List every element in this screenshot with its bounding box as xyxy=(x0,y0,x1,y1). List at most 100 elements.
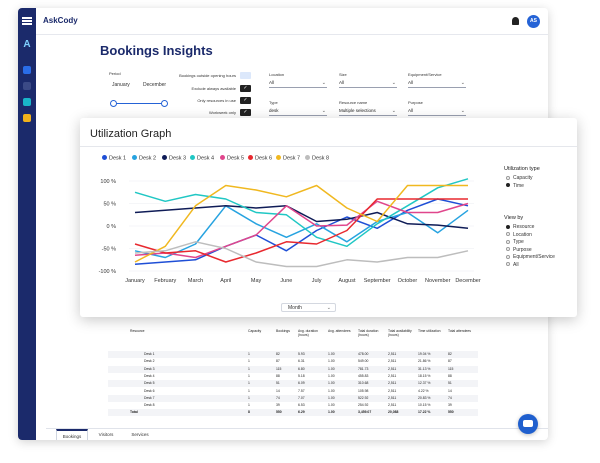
legend-item-3[interactable]: Desk 3 xyxy=(162,155,186,162)
purpose-select[interactable]: All ⌄ xyxy=(408,108,466,116)
view-by-option-equipment-service[interactable]: Equipment/Service xyxy=(506,254,555,260)
toggle-workweek[interactable]: ✓ xyxy=(240,109,251,116)
view-by-option-purpose[interactable]: Purpose xyxy=(506,247,532,253)
utilization-line-chart: 100 % 50 % 0 % -50 % -100 % January February Ma… xyxy=(99,178,481,284)
sidebar-item-calendar[interactable] xyxy=(23,82,31,90)
table-row[interactable]: Desk 2 1 87 6.31 1.00 549.00 2,511 21.86 % 87 xyxy=(108,358,478,366)
series-line-8[interactable] xyxy=(134,241,469,268)
avatar[interactable]: AS xyxy=(527,15,540,28)
table-header-cell[interactable]: Time utilization xyxy=(418,329,441,333)
sidebar-item-insights[interactable] xyxy=(23,98,31,106)
legend-item-1[interactable]: Desk 1 xyxy=(102,155,126,162)
chat-icon xyxy=(523,420,533,427)
location-value: All xyxy=(269,80,275,85)
x-tick-label: April xyxy=(220,278,231,284)
table-header-cell[interactable]: Avg. attendees xyxy=(328,329,351,333)
toggle-resources-in-use[interactable]: ✓ xyxy=(240,97,251,104)
table-cell: 1.00 xyxy=(328,388,335,393)
x-tick-label: July xyxy=(312,278,322,284)
table-row[interactable]: Desk 5 1 51 6.09 1.00 310.68 2,511 12.37 % 51 xyxy=(108,380,478,388)
table-cell: 88 xyxy=(448,373,452,378)
legend-item-2[interactable]: Desk 2 xyxy=(132,155,156,162)
purpose-value: All xyxy=(408,108,414,113)
view-by-option-location[interactable]: Location xyxy=(506,232,532,238)
legend-item-7[interactable]: Desk 7 xyxy=(276,155,300,162)
series-line-5[interactable] xyxy=(134,200,469,259)
legend-label: Desk 4 xyxy=(197,155,215,162)
table-total-row[interactable]: Total 8 550 6.29 1.00 3,459.07 20,088 17.22 % 55… xyxy=(108,409,478,417)
table-header-cell[interactable]: Capacity xyxy=(248,329,262,333)
table-cell: 8 xyxy=(248,410,250,415)
table-row[interactable]: Desk 8 1 39 6.53 1.00 254.92 2,511 10.15 % 39 xyxy=(108,402,478,410)
series-line-1[interactable] xyxy=(134,198,469,266)
legend-item-6[interactable]: Desk 6 xyxy=(248,155,272,162)
table-row[interactable]: Desk 3 1 115 6.80 1.00 781.73 2,511 31.13 % 115 xyxy=(108,365,478,373)
table-cell: 2,511 xyxy=(388,388,397,393)
radio-label: Type xyxy=(513,239,524,245)
table-cell: 39 xyxy=(448,403,452,408)
toggle-exclude-available[interactable]: ✓ xyxy=(240,85,251,92)
table-header-cell[interactable]: Resource xyxy=(130,329,145,333)
series-line-7[interactable] xyxy=(134,184,468,263)
type-label: Type xyxy=(269,100,278,105)
x-tick-label: March xyxy=(188,278,203,284)
type-select[interactable]: desk ⌄ xyxy=(269,108,327,116)
table-cell: 5.18 xyxy=(298,373,305,378)
view-by-option-resource[interactable]: Resource xyxy=(506,224,534,230)
sidebar-item-settings[interactable] xyxy=(23,114,31,122)
x-tick-label: August xyxy=(338,278,356,284)
table-row[interactable]: Desk 1 1 82 5.93 1.00 478.00 2,511 19.04 % 82 xyxy=(108,351,478,358)
table-cell: 20.83 % xyxy=(418,395,431,400)
chat-button[interactable] xyxy=(518,414,538,434)
period-end: December xyxy=(143,82,167,88)
table-cell: 51 xyxy=(448,381,452,386)
resource-name-select[interactable]: Multiple selections ⌄ xyxy=(339,108,397,116)
tab-visitors[interactable]: Visitors xyxy=(98,432,114,437)
period-slider-end-handle[interactable] xyxy=(161,100,168,107)
table-header-cell[interactable]: Total duration (hours) xyxy=(358,329,379,337)
series-line-3[interactable] xyxy=(134,205,469,230)
table-row[interactable]: Desk 7 1 74 7.07 1.00 522.92 2,511 20.83 % 74 xyxy=(108,394,478,402)
table-row[interactable]: Desk 6 1 14 7.57 1.00 105.98 2,511 4.22 % 14 xyxy=(108,387,478,395)
table-row[interactable]: Desk 4 1 88 5.18 1.00 455.83 2,511 18.15 % 88 xyxy=(108,372,478,380)
table-cell: Desk 2 xyxy=(144,359,155,364)
view-by-option-type[interactable]: Type xyxy=(506,239,524,245)
sidebar: A xyxy=(18,8,36,440)
utilization-type-option-time[interactable]: Time xyxy=(506,183,524,189)
legend-item-8[interactable]: Desk 8 xyxy=(305,155,329,162)
menu-icon[interactable] xyxy=(22,17,32,25)
tab-services[interactable]: Services xyxy=(131,432,149,437)
toggle-outside-hours[interactable] xyxy=(240,72,251,79)
granularity-value: Month xyxy=(288,305,302,311)
period-slider-track[interactable] xyxy=(113,103,167,104)
radio-icon xyxy=(506,224,510,229)
series-line-2[interactable] xyxy=(134,205,469,259)
granularity-select[interactable]: Month ⌄ xyxy=(281,303,336,312)
y-tick-label: 0 % xyxy=(107,224,117,230)
table-cell: 549.00 xyxy=(358,359,369,364)
location-select[interactable]: All ⌄ xyxy=(269,80,327,88)
utilization-type-option-capacity[interactable]: Capacity xyxy=(506,175,532,181)
equipment-select[interactable]: All ⌄ xyxy=(408,80,466,88)
legend-item-4[interactable]: Desk 4 xyxy=(190,155,214,162)
bell-icon[interactable] xyxy=(512,17,519,25)
table-cell: 51 xyxy=(276,381,280,386)
table-cell: 87 xyxy=(448,359,452,364)
tab-bookings[interactable]: Bookings xyxy=(56,429,88,440)
x-tick-label: December xyxy=(455,278,481,284)
size-select[interactable]: All ⌄ xyxy=(339,80,397,88)
view-by-option-all[interactable]: All xyxy=(506,262,519,268)
legend-item-5[interactable]: Desk 5 xyxy=(220,155,244,162)
table-header-cell[interactable]: Total availability (hours) xyxy=(388,329,412,337)
table-header-cell[interactable]: Total attendees xyxy=(448,329,471,333)
series-line-4[interactable] xyxy=(134,178,469,248)
top-bar: AskCody AS xyxy=(18,8,548,35)
table-cell: 1.00 xyxy=(328,395,335,400)
series-line-6[interactable] xyxy=(134,198,468,263)
period-slider-start-handle[interactable] xyxy=(110,100,117,107)
table-header-cell[interactable]: Avg. duration (hours) xyxy=(298,329,318,337)
chevron-down-icon: ⌄ xyxy=(391,80,396,86)
table-cell: 10.15 % xyxy=(418,403,431,408)
table-header-cell[interactable]: Bookings xyxy=(276,329,290,333)
sidebar-item-rooms[interactable] xyxy=(23,66,31,74)
